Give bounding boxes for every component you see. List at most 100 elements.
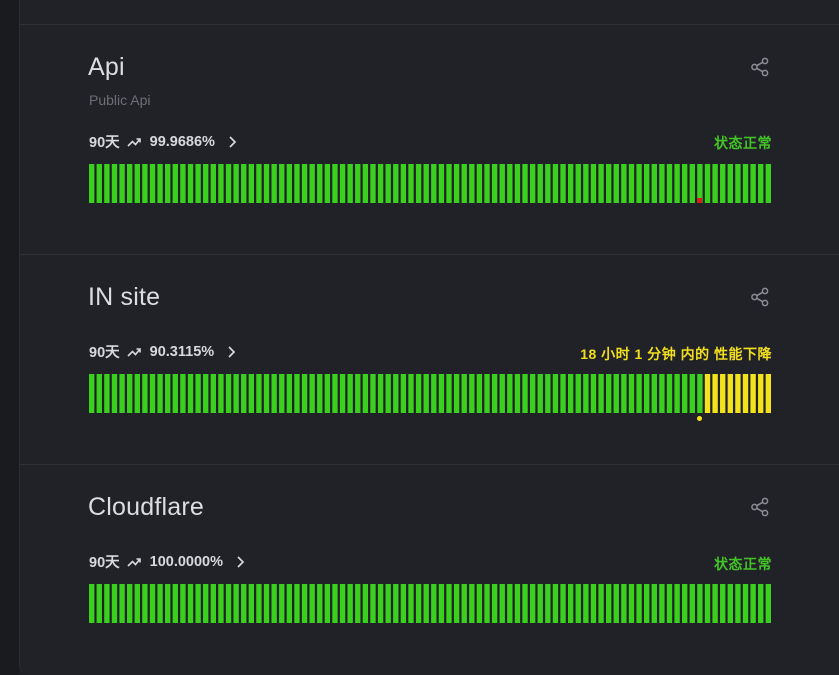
uptime-day-bar[interactable]	[370, 164, 376, 203]
uptime-day-bar[interactable]	[210, 164, 216, 203]
uptime-day-bar[interactable]	[469, 164, 475, 203]
uptime-day-bar[interactable]	[324, 164, 331, 203]
uptime-day-bar[interactable]	[484, 164, 490, 203]
uptime-day-bar[interactable]	[484, 374, 490, 413]
uptime-day-bar[interactable]	[590, 584, 597, 623]
uptime-day-bar[interactable]	[590, 374, 597, 413]
uptime-day-bar[interactable]	[461, 374, 467, 413]
uptime-day-bar[interactable]	[233, 164, 239, 203]
uptime-day-bar[interactable]	[522, 374, 528, 413]
uptime-day-bar[interactable]	[423, 584, 429, 623]
uptime-day-bar[interactable]	[537, 584, 543, 623]
uptime-day-bar[interactable]	[111, 374, 118, 413]
uptime-day-bar[interactable]	[271, 164, 277, 203]
uptime-day-bar[interactable]	[362, 374, 369, 413]
uptime-day-bar[interactable]	[598, 164, 604, 203]
uptime-day-bar[interactable]	[659, 374, 665, 413]
uptime-day-bar[interactable]	[172, 374, 178, 413]
uptime-day-bar[interactable]	[377, 374, 384, 413]
uptime-day-bar[interactable]	[613, 164, 619, 203]
uptime-day-bar[interactable]	[605, 374, 612, 413]
uptime-day-bar[interactable]	[241, 374, 247, 413]
uptime-day-bar[interactable]	[203, 374, 209, 413]
uptime-day-bar[interactable]	[552, 164, 559, 203]
uptime-day-bar[interactable]	[111, 164, 118, 203]
uptime-day-bar[interactable]	[453, 584, 460, 623]
uptime-day-bar[interactable]	[210, 374, 216, 413]
uptime-day-bar[interactable]	[271, 374, 277, 413]
uptime-day-bar[interactable]	[279, 584, 285, 623]
uptime-day-bar[interactable]	[180, 584, 186, 623]
uptime-day-bar[interactable]	[537, 374, 543, 413]
uptime-day-bar[interactable]	[712, 164, 718, 203]
share-icon[interactable]	[749, 496, 771, 518]
uptime-day-bar[interactable]	[317, 164, 323, 203]
uptime-day-bar[interactable]	[682, 374, 688, 413]
uptime-day-bar[interactable]	[339, 584, 346, 623]
uptime-day-bar[interactable]	[187, 164, 194, 203]
uptime-day-bar[interactable]	[225, 374, 232, 413]
uptime-day-bar[interactable]	[750, 584, 756, 623]
uptime-day-bar[interactable]	[233, 584, 239, 623]
uptime-day-bar[interactable]	[286, 164, 293, 203]
uptime-day-bar[interactable]	[682, 584, 688, 623]
uptime-day-bar[interactable]	[294, 164, 300, 203]
share-icon[interactable]	[749, 56, 771, 78]
uptime-day-bar[interactable]	[187, 374, 194, 413]
uptime-day-bar[interactable]	[119, 374, 125, 413]
uptime-day-bar[interactable]	[301, 584, 308, 623]
uptime-day-bar[interactable]	[332, 584, 338, 623]
uptime-day-bar[interactable]	[704, 374, 711, 413]
uptime-day-bar[interactable]	[195, 584, 201, 623]
uptime-day-bar[interactable]	[491, 164, 498, 203]
uptime-day-bar[interactable]	[134, 164, 140, 203]
uptime-day-bar[interactable]	[529, 584, 536, 623]
uptime-day-bar[interactable]	[446, 164, 452, 203]
uptime-day-bar[interactable]	[157, 164, 163, 203]
uptime-day-bar[interactable]	[142, 164, 148, 203]
uptime-day-bar[interactable]	[339, 164, 346, 203]
uptime-day-bar[interactable]	[134, 584, 140, 623]
uptime-day-bar[interactable]	[605, 584, 612, 623]
uptime-day-bar[interactable]	[507, 374, 513, 413]
uptime-day-bar[interactable]	[393, 584, 399, 623]
uptime-day-bar[interactable]	[294, 584, 300, 623]
share-icon[interactable]	[749, 286, 771, 308]
uptime-day-bar[interactable]	[704, 164, 711, 203]
uptime-day-bar[interactable]	[294, 374, 300, 413]
uptime-day-bar[interactable]	[180, 164, 186, 203]
uptime-day-bar[interactable]	[218, 374, 224, 413]
uptime-day-bar[interactable]	[332, 164, 338, 203]
uptime-day-bar[interactable]	[628, 164, 635, 203]
uptime-day-bar[interactable]	[491, 584, 498, 623]
uptime-day-bar[interactable]	[704, 584, 711, 623]
uptime-day-bar[interactable]	[666, 374, 673, 413]
uptime-day-bar[interactable]	[385, 374, 391, 413]
uptime-day-bar[interactable]	[423, 374, 429, 413]
uptime-day-bar[interactable]	[393, 164, 399, 203]
uptime-day-bar[interactable]	[423, 164, 429, 203]
uptime-day-bar[interactable]	[256, 374, 262, 413]
incident-marker[interactable]	[697, 416, 703, 421]
uptime-day-bar[interactable]	[529, 164, 536, 203]
uptime-day-bar[interactable]	[545, 584, 551, 623]
uptime-day-bar[interactable]	[560, 374, 566, 413]
uptime-day-bar[interactable]	[727, 584, 733, 623]
uptime-day-bar[interactable]	[248, 374, 255, 413]
uptime-day-bar[interactable]	[651, 374, 657, 413]
uptime-day-bar[interactable]	[560, 164, 566, 203]
uptime-day-bar[interactable]	[598, 374, 604, 413]
uptime-day-bar[interactable]	[149, 374, 156, 413]
uptime-day-bar[interactable]	[689, 374, 695, 413]
uptime-day-bar[interactable]	[233, 374, 239, 413]
uptime-day-bar[interactable]	[590, 164, 597, 203]
uptime-day-bar[interactable]	[636, 164, 642, 203]
uptime-day-bar[interactable]	[111, 584, 118, 623]
uptime-day-bar[interactable]	[689, 584, 695, 623]
uptime-day-bar[interactable]	[484, 584, 490, 623]
uptime-day-bar[interactable]	[142, 374, 148, 413]
uptime-day-bar[interactable]	[385, 584, 391, 623]
uptime-day-bar[interactable]	[720, 584, 726, 623]
uptime-day-bar[interactable]	[758, 584, 764, 623]
uptime-day-bar[interactable]	[636, 374, 642, 413]
